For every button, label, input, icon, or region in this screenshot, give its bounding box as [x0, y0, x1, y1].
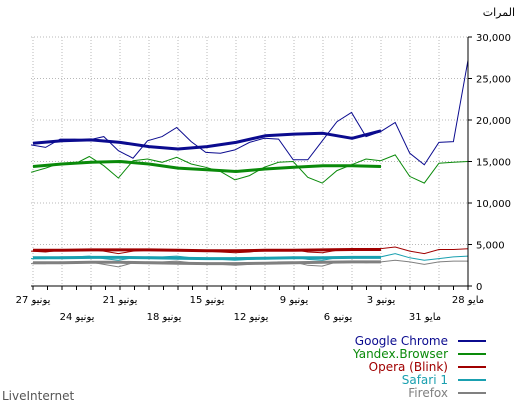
- legend-label: Opera (Blink): [369, 360, 448, 374]
- x-tick-label: 24 يونيو: [60, 312, 95, 323]
- legend-label: Firefox: [408, 386, 448, 400]
- x-tick-label: 15 يونيو: [190, 295, 225, 306]
- series-line-trend: [32, 129, 382, 151]
- y-axis-label: المرات: [483, 6, 515, 19]
- legend-label: Google Chrome: [355, 334, 448, 348]
- chart-axes: [31, 36, 472, 290]
- series-line-trend: [33, 255, 381, 261]
- y-tick-label: 30,000: [476, 33, 511, 44]
- y-tick-label: 10,000: [476, 199, 511, 210]
- x-tick-label: 6 يونيو: [324, 312, 353, 323]
- y-tick-label: 5,000: [476, 241, 505, 252]
- y-tick-label: 0: [476, 282, 482, 293]
- series-line-trend: [33, 248, 381, 253]
- x-tick-label: 21 يونيو: [103, 295, 138, 306]
- legend-label: Yandex.Browser: [352, 347, 448, 361]
- y-tick-label: 25,000: [476, 75, 511, 86]
- y-tick-labels: 0 5,000 10,000 15,000 20,000 25,000 30,000: [476, 33, 511, 293]
- x-tick-label: 18 يونيو: [147, 312, 182, 323]
- series-line-trend: [33, 260, 381, 266]
- chart-series: [30, 60, 469, 268]
- x-tick-label: 3 يونيو: [367, 295, 396, 306]
- x-tick-label: 28 مايو: [452, 295, 484, 306]
- legend-label: Safari 1: [402, 373, 448, 387]
- source-label: LiveInternet: [2, 389, 74, 403]
- x-tick-labels: 28 مايو 3 يونيو 9 يونيو 15 يونيو 21 يونيو 27 …: [16, 295, 485, 323]
- series-line-daily: [30, 154, 469, 184]
- y-tick-label: 20,000: [476, 116, 511, 127]
- x-tick-label: 9 يونيو: [280, 295, 309, 306]
- y-tick-label: 15,000: [476, 158, 511, 169]
- x-tick-label: 27 يونيو: [16, 295, 51, 306]
- x-tick-label: 31 مايو: [409, 312, 441, 323]
- series-line-daily: [30, 60, 469, 166]
- x-tick-label: 12 يونيو: [234, 312, 269, 323]
- series-line-trend: [32, 160, 382, 173]
